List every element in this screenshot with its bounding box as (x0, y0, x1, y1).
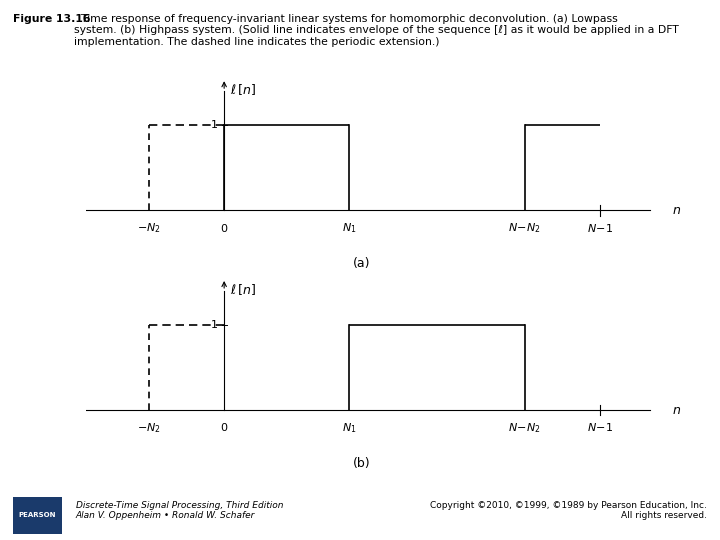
Text: (a): (a) (353, 258, 371, 271)
Text: $-N_2$: $-N_2$ (137, 221, 161, 235)
Text: Copyright ©2010, ©1999, ©1989 by Pearson Education, Inc.
All rights reserved.: Copyright ©2010, ©1999, ©1989 by Pearson… (430, 501, 707, 520)
Text: Figure 13.16: Figure 13.16 (13, 14, 91, 24)
Text: $0$: $0$ (220, 421, 228, 433)
Text: $\ell\,[n]$: $\ell\,[n]$ (230, 83, 256, 98)
Text: $N_1$: $N_1$ (342, 421, 356, 435)
Text: $N_1$: $N_1$ (342, 221, 356, 235)
Text: $N\!-\!1$: $N\!-\!1$ (587, 221, 613, 233)
Text: 1: 1 (211, 120, 218, 130)
Text: $n$: $n$ (672, 204, 682, 217)
Text: $N\!-\!N_2$: $N\!-\!N_2$ (508, 421, 541, 435)
Text: (b): (b) (353, 457, 371, 470)
Text: 1: 1 (211, 320, 218, 330)
Text: $0$: $0$ (220, 221, 228, 233)
Text: $n$: $n$ (672, 404, 682, 417)
Text: $\ell\,[n]$: $\ell\,[n]$ (230, 282, 256, 298)
Text: PEARSON: PEARSON (19, 512, 56, 518)
Text: $N\!-\!N_2$: $N\!-\!N_2$ (508, 221, 541, 235)
Text: $N\!-\!1$: $N\!-\!1$ (587, 421, 613, 433)
Text: Discrete-Time Signal Processing, Third Edition
Alan V. Oppenheim • Ronald W. Sch: Discrete-Time Signal Processing, Third E… (76, 501, 283, 520)
Text: Time response of frequency-invariant linear systems for homomorphic deconvolutio: Time response of frequency-invariant lin… (74, 14, 679, 46)
Text: $-N_2$: $-N_2$ (137, 421, 161, 435)
